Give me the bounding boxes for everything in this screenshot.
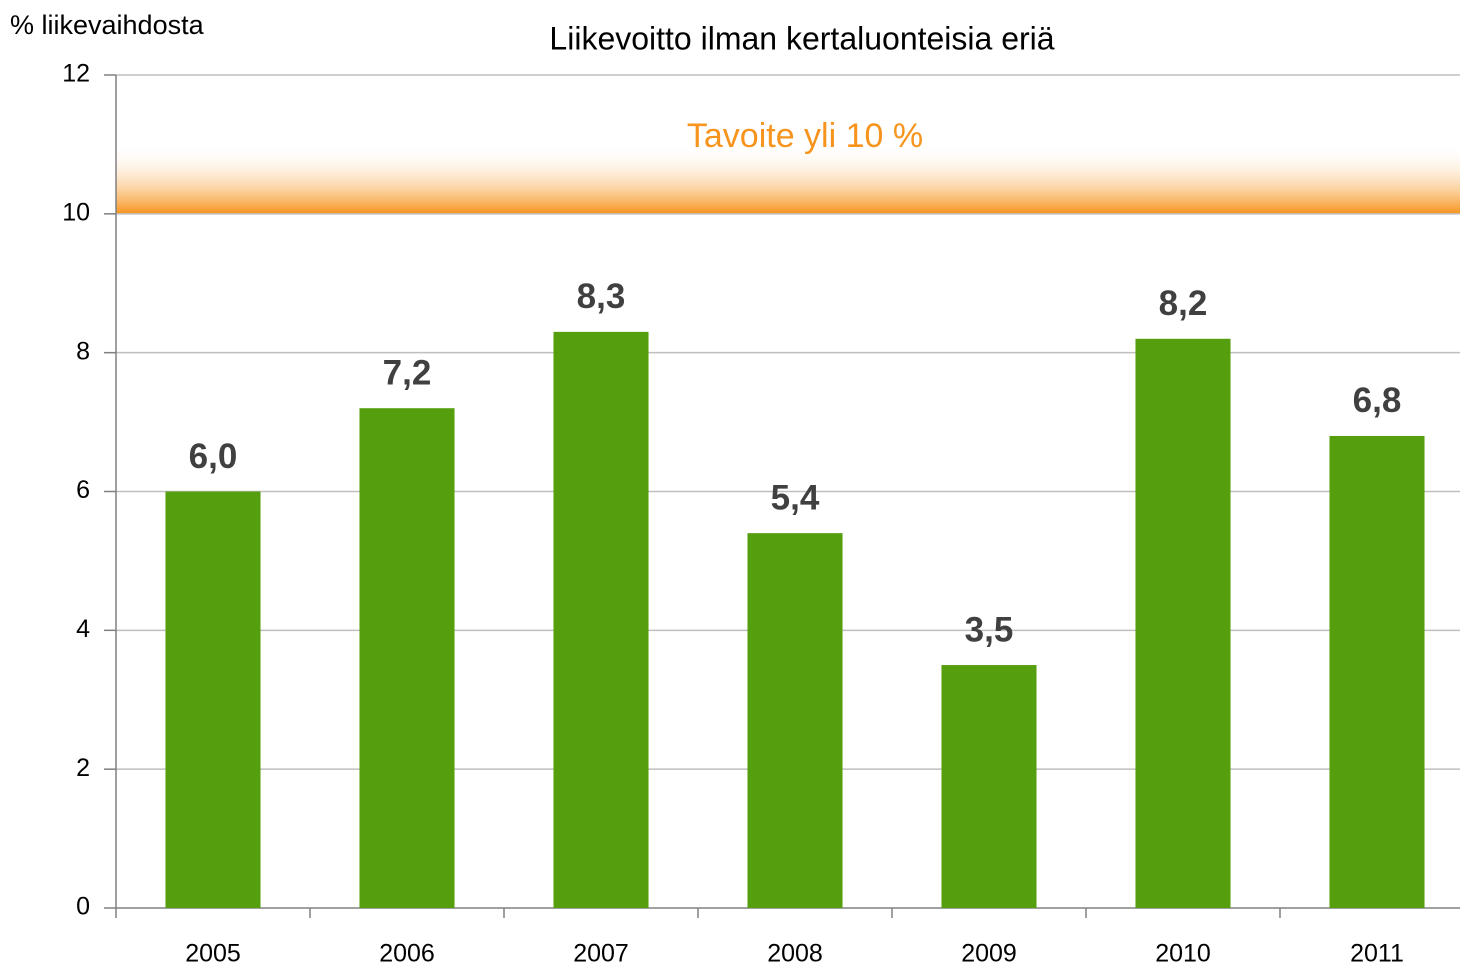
y-axis-label: % liikevaihdosta <box>10 10 205 40</box>
bar <box>1135 338 1231 908</box>
x-tick-label: 2008 <box>767 940 823 968</box>
value-label: 6,8 <box>1353 381 1402 420</box>
y-tick-label: 0 <box>76 893 90 921</box>
target-band <box>116 143 1460 214</box>
bar <box>1329 435 1425 908</box>
bar <box>941 665 1037 908</box>
bar <box>359 408 455 908</box>
value-label: 6,0 <box>189 437 238 476</box>
y-tick-label: 8 <box>76 337 90 365</box>
x-tick-label: 2009 <box>961 940 1017 968</box>
y-tick-label: 6 <box>76 476 90 504</box>
y-tick-label: 12 <box>62 60 90 88</box>
bar <box>553 331 649 908</box>
bar <box>165 491 261 908</box>
value-label: 8,3 <box>577 277 626 316</box>
value-label: 5,4 <box>771 478 820 517</box>
y-tick-label: 10 <box>62 198 90 226</box>
bar <box>747 533 843 908</box>
x-tick-label: 2005 <box>185 940 241 968</box>
value-label: 8,2 <box>1159 284 1208 323</box>
annotation: Tavoite yli 10 % <box>687 117 923 155</box>
value-label: 3,5 <box>965 610 1014 649</box>
y-tick-label: 4 <box>76 615 90 643</box>
chart-title: Liikevoitto ilman kertaluonteisia eriä <box>549 20 1054 56</box>
x-tick-label: 2010 <box>1155 940 1211 968</box>
x-tick-label: 2007 <box>573 940 629 968</box>
value-label: 7,2 <box>383 353 432 392</box>
x-tick-label: 2006 <box>379 940 435 968</box>
y-tick-label: 2 <box>76 754 90 782</box>
x-tick-label: 2011 <box>1350 940 1404 968</box>
